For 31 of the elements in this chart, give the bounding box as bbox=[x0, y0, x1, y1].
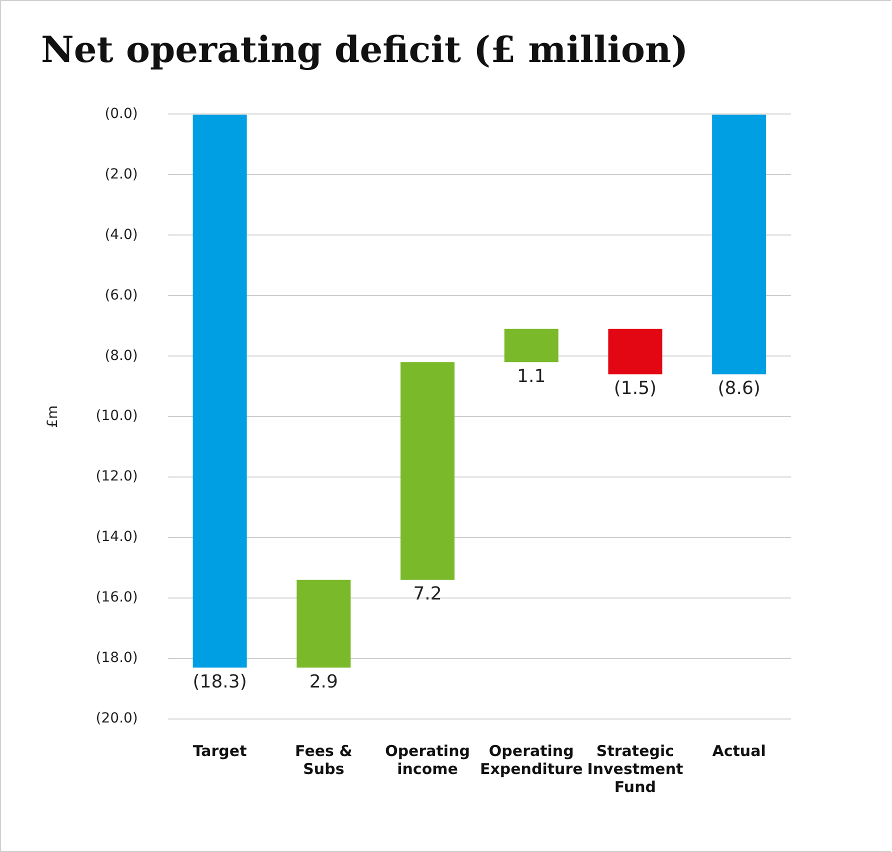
x-tick-label: Operating income bbox=[385, 742, 470, 778]
y-axis-title: £m bbox=[45, 405, 62, 428]
y-tick-label: (18.0) bbox=[96, 650, 138, 666]
bar bbox=[400, 362, 455, 580]
data-label: 1.1 bbox=[517, 366, 546, 387]
y-tick-label: (8.0) bbox=[104, 348, 138, 364]
x-tick-label: Target bbox=[192, 742, 247, 760]
data-label: (1.5) bbox=[614, 378, 657, 399]
y-tick-label: (0.0) bbox=[104, 106, 138, 122]
data-label: 7.2 bbox=[413, 584, 442, 605]
y-tick-label: (10.0) bbox=[96, 408, 138, 424]
x-tick-label: Operating Expenditure bbox=[480, 742, 583, 778]
chart-title: Net operating deficit (£ million) bbox=[41, 28, 688, 71]
bar bbox=[192, 114, 247, 668]
y-tick-label: (16.0) bbox=[96, 590, 138, 606]
y-tick-label: (6.0) bbox=[104, 287, 138, 304]
bar bbox=[712, 114, 766, 374]
x-tick-label: Fees & Subs bbox=[295, 742, 352, 778]
x-tick-label: Actual bbox=[712, 742, 766, 760]
x-tick-label: Strategic Investment Fund bbox=[587, 742, 684, 796]
y-tick-label: (20.0) bbox=[96, 710, 138, 727]
y-tick-label: (12.0) bbox=[96, 468, 138, 485]
y-tick-label: (14.0) bbox=[96, 529, 138, 546]
bar bbox=[296, 580, 351, 668]
data-label: 2.9 bbox=[309, 671, 338, 692]
data-label: (8.6) bbox=[718, 378, 760, 399]
y-tick-label: (2.0) bbox=[104, 166, 138, 182]
data-label: (18.3) bbox=[192, 671, 247, 692]
bar bbox=[504, 328, 558, 362]
bar bbox=[608, 328, 662, 374]
y-tick-label: (4.0) bbox=[104, 226, 138, 243]
